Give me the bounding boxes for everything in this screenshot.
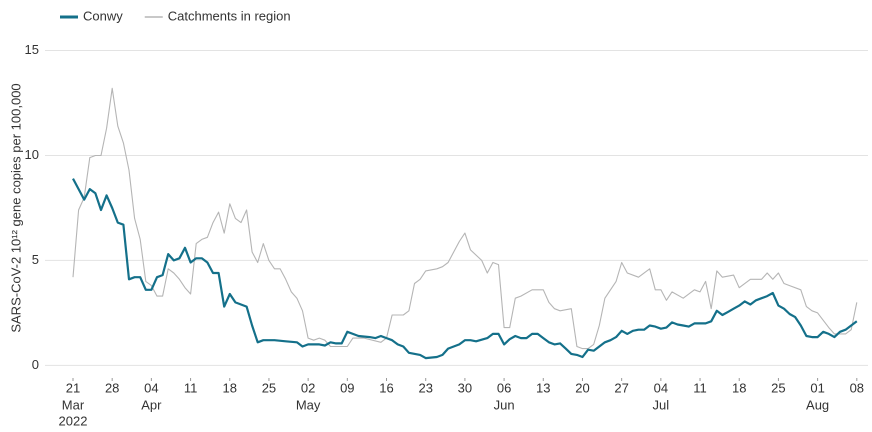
series-line <box>72 178 858 360</box>
x-tick-label: 06 <box>497 380 511 395</box>
x-tick-label: 27 <box>614 380 628 395</box>
month-label: Jul <box>653 397 670 412</box>
x-tick-label: 01 <box>810 380 824 395</box>
x-tick-label: 30 <box>458 380 472 395</box>
month-label: Aug <box>806 397 829 412</box>
y-axis-label: SARS-CoV-2 10¹² gene copies per 100,000 <box>8 83 23 332</box>
x-tick-label: 04 <box>654 380 668 395</box>
x-tick-label: 25 <box>262 380 276 395</box>
month-label: Apr <box>141 397 162 412</box>
x-tick-label: 11 <box>184 380 198 395</box>
month-label: Jun <box>494 397 515 412</box>
y-tick-label: 15 <box>25 42 39 57</box>
x-tick-label: 13 <box>536 380 550 395</box>
x-tick-label: 23 <box>418 380 432 395</box>
legend-label: Conwy <box>83 8 123 23</box>
x-tick-label: 04 <box>144 380 158 395</box>
legend-label: Catchments in region <box>168 8 291 23</box>
x-tick-label: 08 <box>850 380 864 395</box>
month-label: Mar <box>62 397 85 412</box>
x-tick-label: 28 <box>105 380 119 395</box>
y-tick-label: 10 <box>25 147 39 162</box>
x-tick-label: 20 <box>575 380 589 395</box>
x-tick-label: 18 <box>732 380 746 395</box>
y-tick-label: 5 <box>32 252 39 267</box>
x-tick-label: 18 <box>223 380 237 395</box>
series-line <box>72 87 858 350</box>
x-tick-label: 21 <box>66 380 80 395</box>
x-tick-label: 09 <box>340 380 354 395</box>
x-tick-label: 16 <box>379 380 393 395</box>
month-label: May <box>296 397 321 412</box>
x-tick-label: 11 <box>693 380 707 395</box>
x-tick-label: 02 <box>301 380 315 395</box>
x-tick-label: 25 <box>771 380 785 395</box>
y-tick-label: 0 <box>32 357 39 372</box>
year-label: 2022 <box>59 413 88 427</box>
